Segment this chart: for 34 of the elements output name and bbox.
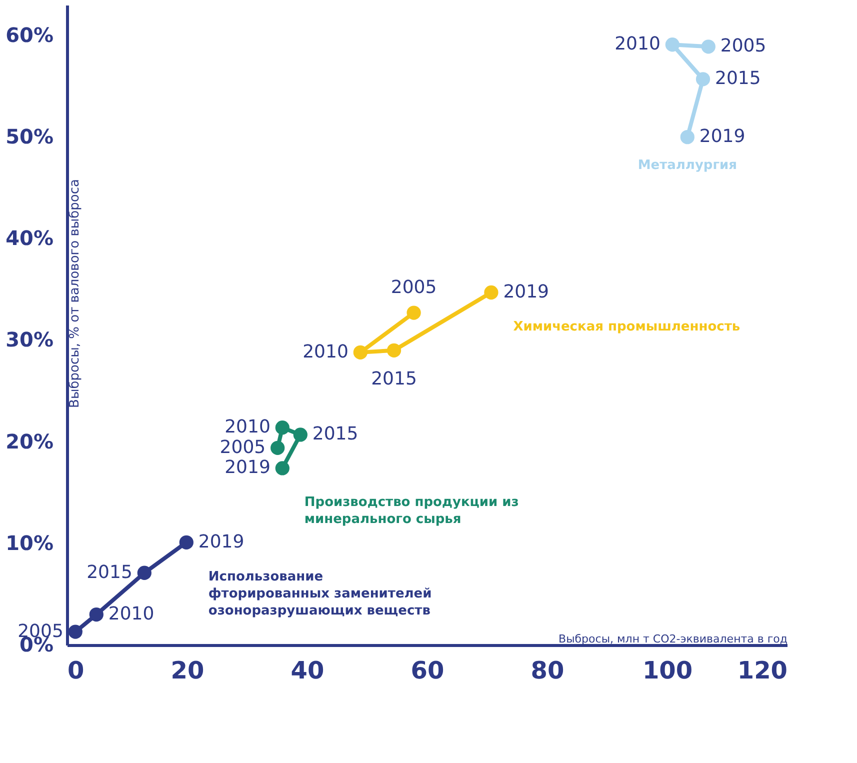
x-tick-label: 80 (530, 656, 564, 684)
annotation: 2015 (715, 68, 761, 90)
annotation: 2019 (224, 457, 270, 478)
y-tick-label: 30% (6, 328, 54, 352)
annotation: 2019 (198, 531, 244, 552)
annotation: 2019 (699, 126, 746, 148)
annotation: 2005 (720, 36, 766, 57)
annotation: 2010 (614, 34, 660, 55)
x-tick-label: 120 (737, 656, 788, 684)
annotation: 2015 (371, 368, 417, 390)
annotation: 2005 (390, 276, 437, 298)
y-tick-label: 10% (6, 530, 54, 555)
annotation: 2019 (503, 281, 550, 302)
y-tick-label: 60% (6, 22, 54, 47)
x-tick-label: 100 (642, 656, 693, 684)
y-tick-label: 50% (6, 124, 54, 149)
x-tick-label: 60 (410, 656, 444, 684)
x-tick-label: 40 (290, 656, 324, 684)
y-axis-title: Выбросы, % от валового выброса (68, 179, 82, 408)
y-tick-label: 40% (6, 226, 54, 250)
x-tick-label: 0 (68, 656, 84, 684)
y-tick-label: 20% (6, 429, 54, 454)
annotation: 2015 (312, 424, 358, 445)
series-label: Металлургия (638, 158, 737, 174)
annotation: 2010 (224, 416, 270, 438)
x-axis-title: Выбросы, млн т CO2-эквивалента в год (558, 632, 788, 646)
annotation: 2010 (108, 604, 154, 625)
annotation: 2005 (220, 436, 266, 458)
annotation: 2010 (302, 341, 348, 362)
text: Химическая промышленность (513, 319, 740, 334)
text: Использование фторированных заменителей озоноразрушающих веществ (208, 569, 432, 618)
text: Производство продукции из минерального сырья (304, 495, 519, 528)
annotation: 2015 (86, 562, 132, 583)
x-tick-label: 20 (170, 656, 204, 684)
